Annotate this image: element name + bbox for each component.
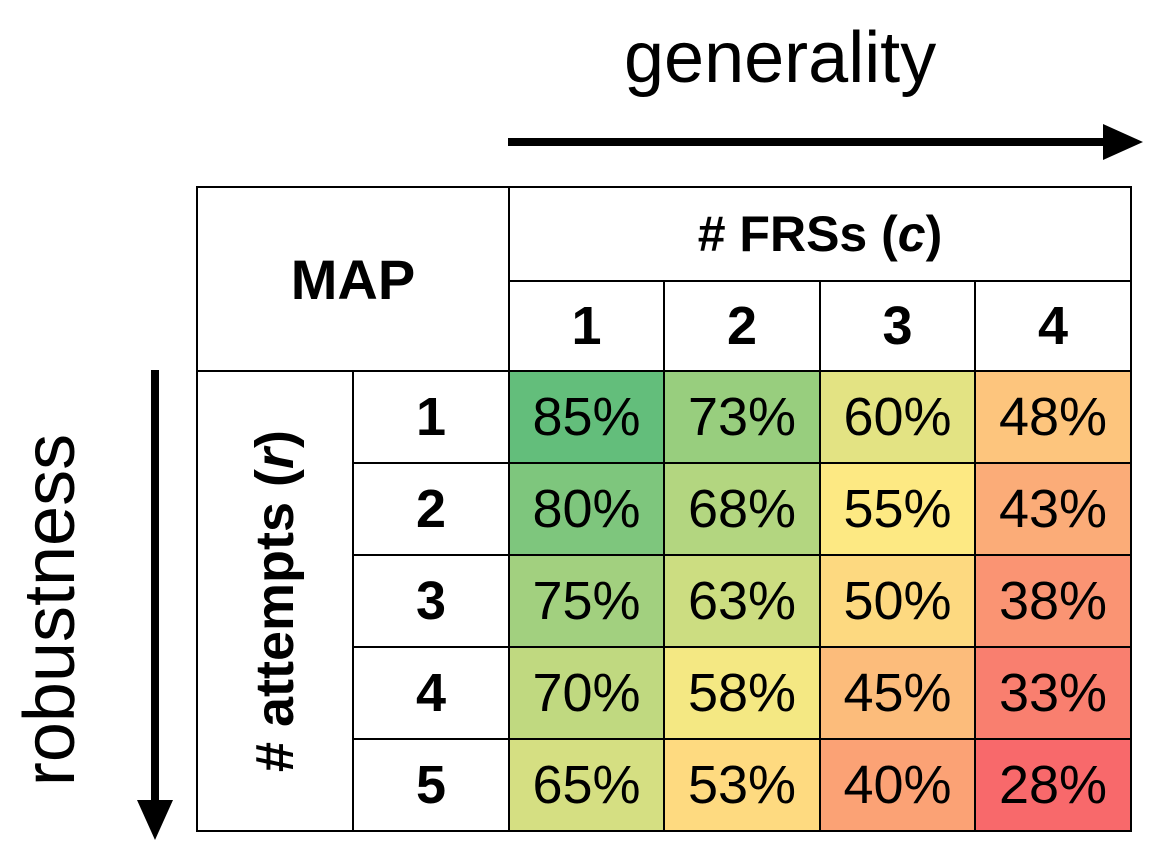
heatmap-cell-r1-c1: 85% <box>508 370 665 464</box>
row-group-prefix: # attempts ( <box>245 468 305 773</box>
column-header-4: 4 <box>974 280 1132 372</box>
heatmap-cell-r5-c2: 53% <box>663 738 821 832</box>
heatmap-cell-r1-c2: 73% <box>663 370 821 464</box>
row-header-1: 1 <box>352 370 510 464</box>
heatmap-cell-r4-c2: 58% <box>663 646 821 740</box>
robustness-axis-label: robustness <box>10 400 90 820</box>
column-header-3: 3 <box>819 280 976 372</box>
column-group-header: # FRSs (c) <box>508 186 1132 282</box>
row-header-4: 4 <box>352 646 510 740</box>
heatmap-cell-r5-c3: 40% <box>819 738 976 832</box>
heatmap-cell-r3-c3: 50% <box>819 554 976 648</box>
heatmap-cell-r4-c1: 70% <box>508 646 665 740</box>
table-title-map: MAP <box>196 186 510 372</box>
row-group-header: # attempts (r) <box>196 370 354 832</box>
column-header-1: 1 <box>508 280 665 372</box>
robustness-arrow-icon <box>137 370 173 840</box>
heatmap-cell-r1-c4: 48% <box>974 370 1132 464</box>
robustness-axis-text: robustness <box>10 433 90 787</box>
generality-arrow-icon <box>508 124 1143 160</box>
row-header-5: 5 <box>352 738 510 832</box>
heatmap-cell-r5-c4: 28% <box>974 738 1132 832</box>
row-group-suffix: ) <box>245 429 305 448</box>
heatmap-cell-r5-c1: 65% <box>508 738 665 832</box>
row-header-2: 2 <box>352 462 510 556</box>
column-group-variable: c <box>897 206 926 262</box>
heatmap-cell-r3-c2: 63% <box>663 554 821 648</box>
heatmap-cell-r2-c4: 43% <box>974 462 1132 556</box>
heatmap-cell-r4-c4: 33% <box>974 646 1132 740</box>
column-group-prefix: # FRSs ( <box>697 206 898 262</box>
heatmap-cell-r4-c3: 45% <box>819 646 976 740</box>
row-group-label: # attempts (r) <box>245 429 305 773</box>
generality-axis-label: generality <box>624 18 937 98</box>
row-header-3: 3 <box>352 554 510 648</box>
heatmap-cell-r2-c3: 55% <box>819 462 976 556</box>
map-heatmap-table: MAP # FRSs (c) 1 2 3 4 # attempts (r) 1 … <box>196 186 1132 832</box>
column-group-suffix: ) <box>925 206 943 262</box>
heatmap-cell-r2-c2: 68% <box>663 462 821 556</box>
row-group-variable: r <box>245 447 305 469</box>
heatmap-cell-r3-c1: 75% <box>508 554 665 648</box>
heatmap-cell-r3-c4: 38% <box>974 554 1132 648</box>
column-header-2: 2 <box>663 280 821 372</box>
heatmap-cell-r1-c3: 60% <box>819 370 976 464</box>
heatmap-cell-r2-c1: 80% <box>508 462 665 556</box>
